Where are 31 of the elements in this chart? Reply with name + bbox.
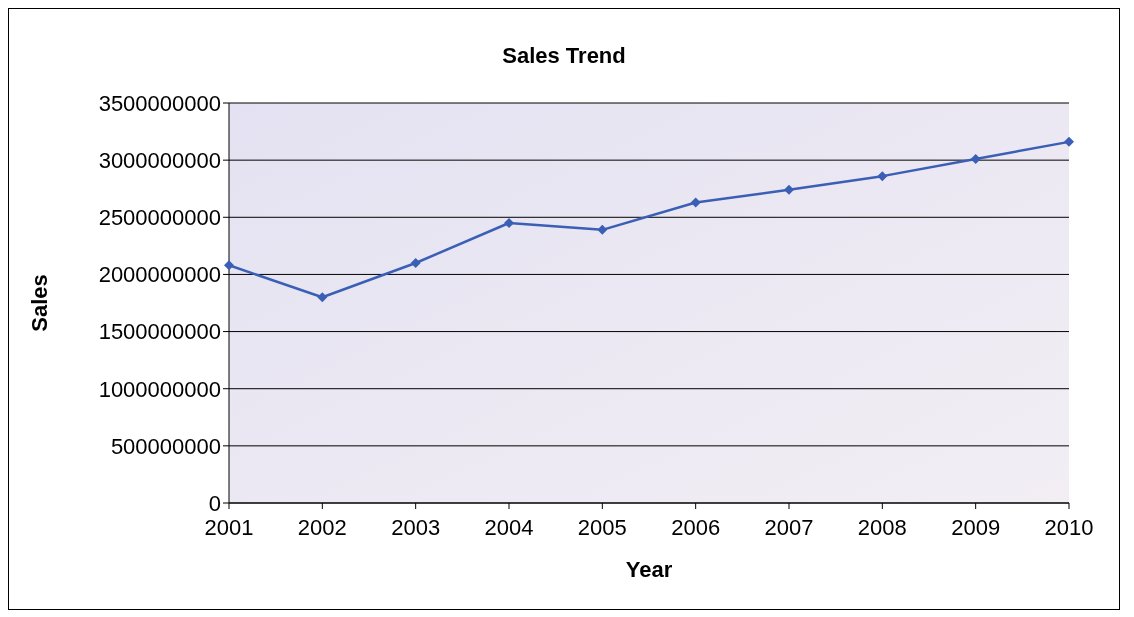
x-tick-label: 2003	[391, 514, 441, 540]
point	[877, 171, 888, 182]
x-tick-label: 2001	[204, 514, 254, 540]
point	[597, 224, 608, 235]
point	[317, 292, 328, 303]
y-axis-title: Sales	[26, 274, 52, 332]
point	[784, 184, 794, 195]
y-tick-label: 1500000000	[98, 319, 221, 345]
point	[970, 154, 981, 164]
x-tick-label: 2004	[484, 514, 534, 540]
x-tick-label: 2007	[764, 514, 814, 540]
y-tick-label: 2000000000	[98, 262, 221, 288]
chart-title: Sales Trend	[502, 43, 626, 68]
y-tick-label: 0	[208, 490, 221, 516]
x-tick-label: 2006	[671, 514, 721, 540]
x-tick-label: 2005	[577, 514, 627, 540]
y-tick-label: 2500000000	[98, 205, 221, 231]
x-tick-label: 2010	[1044, 514, 1094, 540]
y-tick-label: 500000000	[110, 433, 221, 459]
y-tick-label: 1000000000	[98, 376, 221, 402]
x-axis-title: Year	[625, 557, 673, 582]
point	[410, 258, 421, 268]
y-tick-label: 3000000000	[98, 147, 221, 173]
x-tick-label: 2008	[857, 514, 907, 540]
point	[1064, 136, 1074, 147]
x-tick-label: 2009	[951, 514, 1001, 540]
point	[224, 260, 234, 271]
point	[504, 218, 514, 228]
point	[690, 197, 701, 208]
y-tick-label: 3500000000	[98, 90, 221, 116]
x-tick-label: 2002	[297, 514, 347, 540]
